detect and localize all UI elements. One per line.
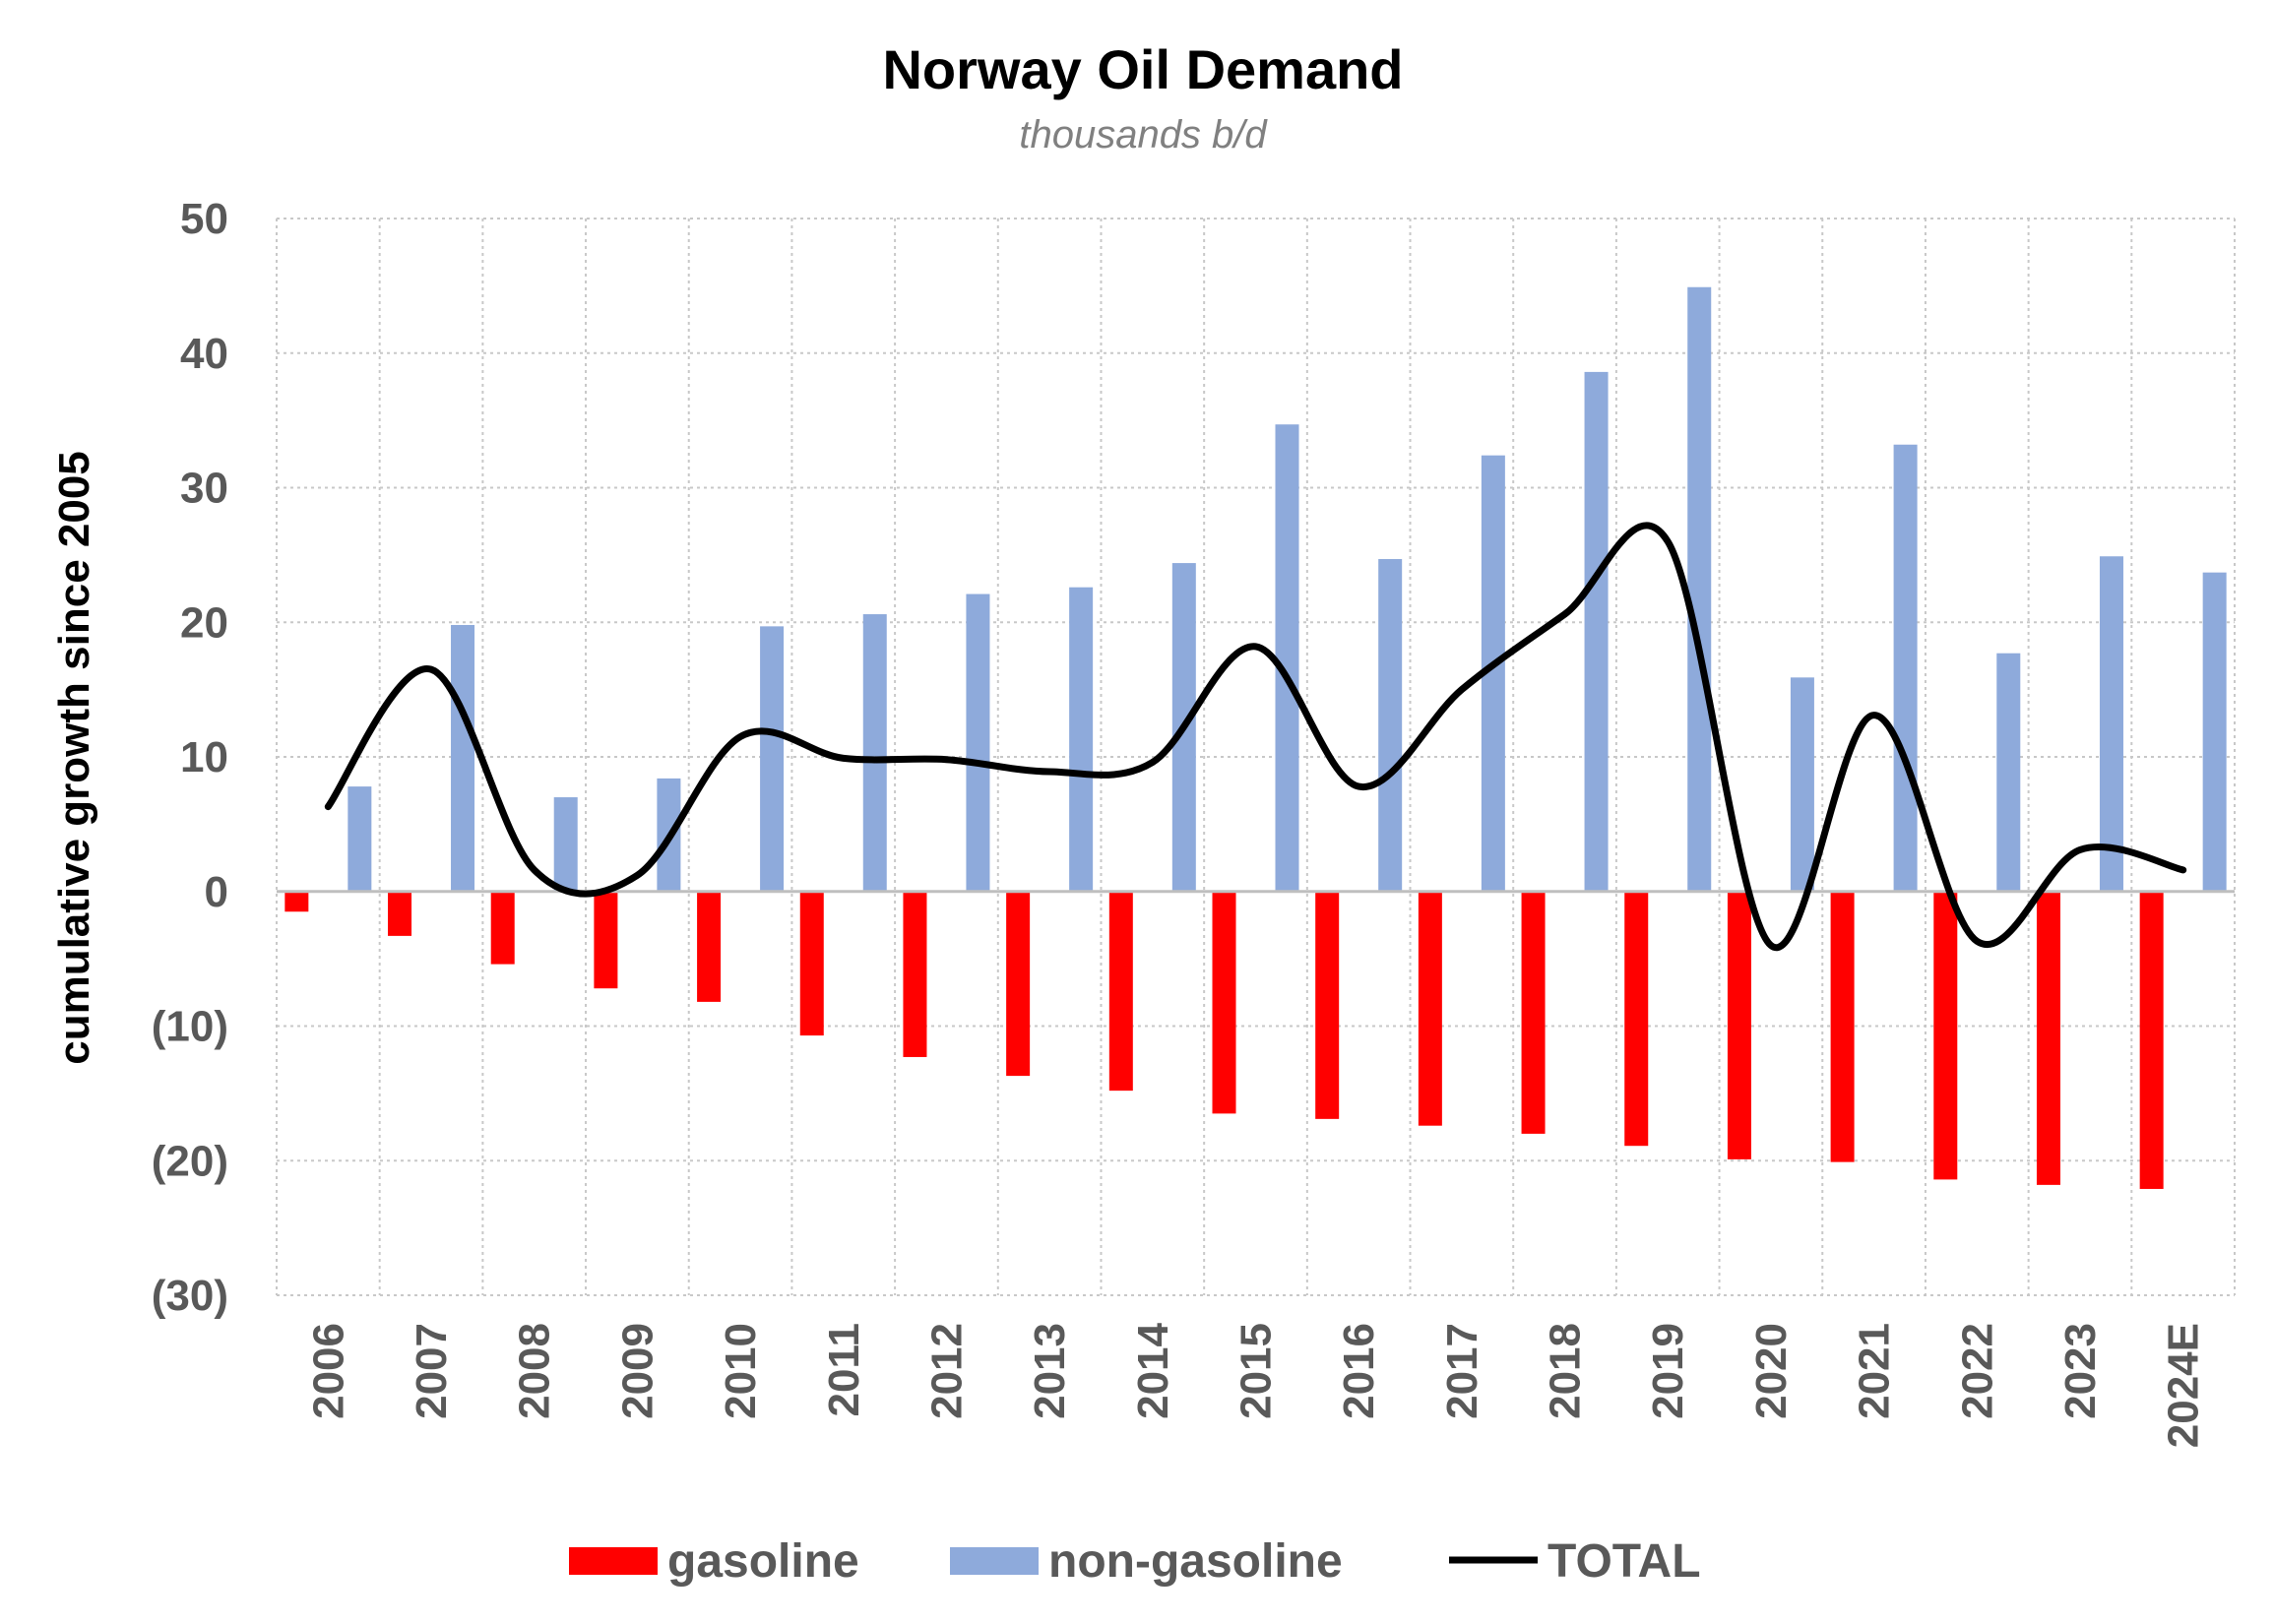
y-tick-label: 40 — [180, 330, 228, 378]
bar-gasoline — [697, 891, 722, 1002]
legend-label-non-gasoline: non-gasoline — [1048, 1535, 1343, 1588]
bar-gasoline — [799, 891, 824, 1036]
bar-gasoline — [490, 891, 515, 965]
total-line-layer — [324, 522, 2187, 952]
x-tick-label: 2014 — [1129, 1322, 1177, 1418]
x-tick-label: 2016 — [1335, 1323, 1383, 1419]
bar-non-gasoline — [451, 624, 475, 892]
bar-non-gasoline — [760, 626, 785, 892]
x-tick-label: 2020 — [1747, 1323, 1796, 1419]
bar-gasoline — [1212, 891, 1236, 1114]
x-axis-ticks: 2006 2007 2008 2009 2010 2011 2012 2013 2014 2015… — [304, 1322, 2207, 1448]
bar-gasoline — [1933, 891, 1958, 1180]
x-tick-label: 2015 — [1232, 1323, 1281, 1419]
total-line — [324, 522, 2187, 952]
bar-gasoline — [1006, 891, 1031, 1077]
bar-non-gasoline — [1893, 444, 1918, 892]
bar-gasoline — [1521, 891, 1546, 1134]
x-tick-label: 2013 — [1026, 1323, 1074, 1419]
x-tick-label: 2011 — [820, 1323, 868, 1416]
bar-gasoline — [1727, 891, 1751, 1159]
y-tick-label: (30) — [152, 1272, 228, 1320]
bar-gasoline — [388, 891, 412, 936]
legend-label-gasoline: gasoline — [667, 1535, 859, 1588]
bar-non-gasoline — [347, 786, 372, 892]
y-tick-label: 30 — [180, 465, 228, 513]
bar-gasoline — [1315, 891, 1340, 1119]
bar-non-gasoline — [966, 593, 990, 892]
x-tick-label: 2007 — [408, 1323, 456, 1419]
bar-non-gasoline — [1275, 424, 1299, 892]
bar-non-gasoline — [1996, 653, 2021, 892]
x-tick-label: 2024E — [2160, 1323, 2208, 1448]
x-tick-label: 2006 — [304, 1323, 352, 1419]
bars — [284, 286, 2227, 1189]
bar-gasoline — [1830, 891, 1855, 1162]
bar-gasoline — [1108, 891, 1133, 1092]
x-tick-label: 2023 — [2056, 1323, 2105, 1419]
x-tick-label: 2012 — [922, 1323, 971, 1419]
x-tick-label: 2008 — [511, 1323, 559, 1419]
x-tick-label: 2018 — [1542, 1323, 1590, 1419]
y-tick-label: 20 — [180, 598, 228, 647]
x-tick-label: 2021 — [1851, 1323, 1899, 1419]
legend-label-total: TOTAL — [1548, 1535, 1701, 1588]
chart-title: Norway Oil Demand — [882, 38, 1403, 100]
legend-swatch-non-gasoline — [950, 1547, 1039, 1575]
bar-gasoline — [2139, 891, 2164, 1189]
y-tick-label: 50 — [180, 195, 228, 243]
bar-non-gasoline — [1790, 677, 1814, 892]
y-tick-label: (20) — [152, 1137, 228, 1185]
chart-subtitle: thousands b/d — [1019, 113, 1268, 156]
bar-non-gasoline — [1069, 587, 1094, 892]
bar-gasoline — [594, 891, 618, 989]
y-axis-ticks: 50 40 30 20 10 0 (10) (20) (30) — [152, 195, 228, 1320]
bar-gasoline — [1418, 891, 1442, 1126]
bar-gasoline — [1624, 891, 1649, 1147]
bar-non-gasoline — [1584, 371, 1609, 892]
bar-non-gasoline — [553, 797, 578, 892]
y-axis-label: cumulative growth since 2005 — [50, 451, 98, 1065]
bar-gasoline — [284, 891, 309, 912]
legend-swatch-gasoline — [569, 1547, 658, 1575]
x-tick-label: 2017 — [1438, 1323, 1486, 1419]
x-tick-label: 2019 — [1644, 1323, 1692, 1419]
bar-non-gasoline — [2202, 572, 2227, 892]
x-tick-label: 2010 — [717, 1323, 765, 1419]
bar-gasoline — [903, 891, 927, 1057]
bar-gasoline — [2036, 891, 2060, 1185]
y-tick-label: 0 — [205, 868, 228, 916]
x-tick-label: 2009 — [613, 1323, 662, 1419]
bar-non-gasoline — [2099, 556, 2123, 892]
bar-non-gasoline — [862, 614, 887, 892]
y-tick-label: 10 — [180, 733, 228, 781]
x-tick-label: 2022 — [1953, 1323, 2001, 1419]
bar-non-gasoline — [1687, 286, 1712, 892]
y-tick-label: (10) — [152, 1003, 228, 1051]
bar-non-gasoline — [1378, 558, 1403, 892]
legend: gasoline non-gasoline TOTAL — [569, 1535, 1701, 1588]
